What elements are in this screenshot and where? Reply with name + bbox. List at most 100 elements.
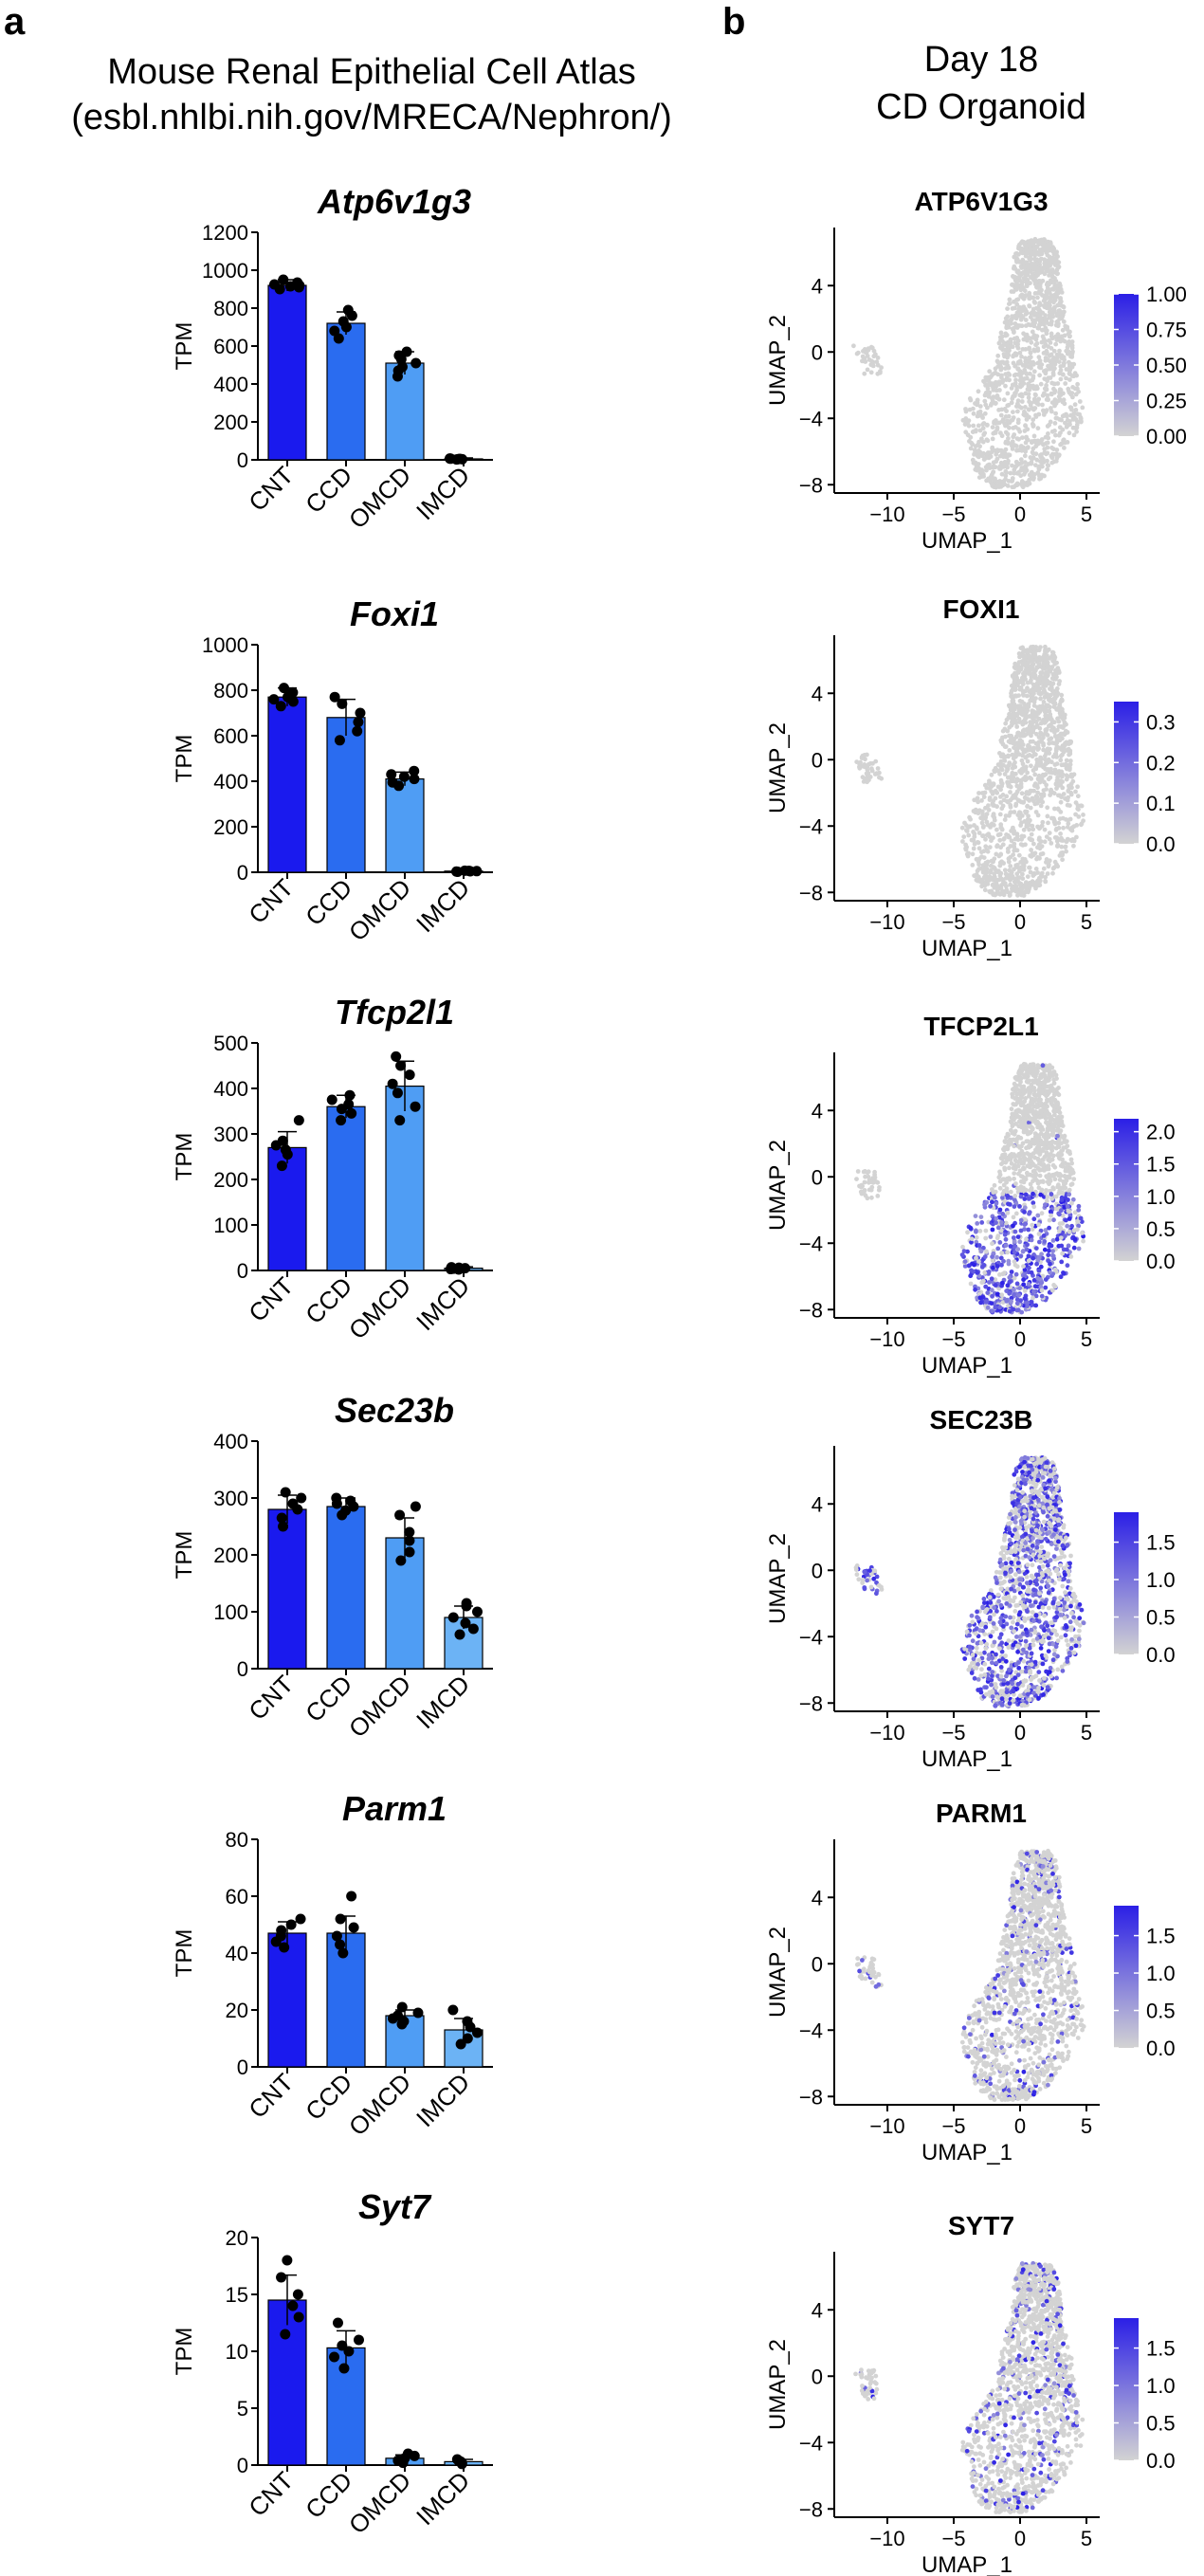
umap-cell xyxy=(1012,330,1016,335)
category-label: CNT xyxy=(243,1670,299,1726)
umap-cell xyxy=(999,334,1005,339)
umap-cell xyxy=(1031,347,1036,353)
y-tick-label: 100 xyxy=(213,1214,248,1237)
umap-cell xyxy=(1057,337,1062,341)
umap-cell xyxy=(1048,263,1052,268)
umap-cell xyxy=(1018,1228,1024,1233)
umap-cell xyxy=(963,407,968,411)
umap-cell xyxy=(1023,1088,1028,1094)
umap-cell xyxy=(968,446,974,451)
umap-cell xyxy=(1019,675,1025,681)
y-tick-label: 200 xyxy=(213,411,248,434)
umap-cell xyxy=(1031,450,1036,456)
umap-cell xyxy=(993,1283,998,1288)
bar-omcd xyxy=(385,362,425,461)
data-point xyxy=(342,304,354,316)
umap-cell xyxy=(989,449,994,455)
umap-title: TFCP2L1 xyxy=(923,1012,1038,1041)
umap-cell xyxy=(1017,810,1023,815)
umap-cell xyxy=(1043,1285,1049,1290)
umap-cell xyxy=(1037,301,1042,306)
umap-cell xyxy=(1011,382,1015,388)
umap-cell xyxy=(869,766,874,772)
umap-cell xyxy=(1002,460,1008,465)
umap-cell xyxy=(1038,670,1044,676)
umap-cell xyxy=(1057,793,1063,798)
umap-cell xyxy=(963,846,968,851)
umap-cell xyxy=(1003,871,1009,877)
umap-cell xyxy=(1012,1081,1017,1087)
umap-cell xyxy=(1027,753,1032,758)
umap-cell xyxy=(1057,707,1062,713)
umap-cell xyxy=(1078,416,1084,421)
umap-cell xyxy=(1072,402,1078,408)
umap-cell xyxy=(1020,871,1025,877)
umap-cell xyxy=(1050,1098,1056,1103)
data-point xyxy=(276,1925,287,1936)
umap-cell xyxy=(1020,753,1025,758)
umap-cell xyxy=(1012,393,1017,398)
y-tick-label: 0 xyxy=(237,2454,248,2477)
umap-cell xyxy=(1064,375,1068,381)
umap-cell xyxy=(1006,850,1011,854)
umap-cell xyxy=(1021,671,1026,676)
umap-cell xyxy=(1037,282,1043,287)
data-point xyxy=(447,2004,459,2016)
umap-cell xyxy=(990,382,995,387)
umap-cell xyxy=(1017,882,1023,886)
umap-cell xyxy=(1042,721,1048,725)
umap-cell xyxy=(1010,720,1014,725)
umap-cell xyxy=(1031,1088,1037,1094)
umap-cell xyxy=(1014,256,1020,262)
umap-cell xyxy=(1042,1247,1048,1252)
umap-cell xyxy=(992,871,997,877)
umap-cell xyxy=(1008,1141,1013,1146)
y-tick-label: 400 xyxy=(213,1430,248,1453)
umap-cell xyxy=(1040,402,1045,408)
umap-cell xyxy=(1040,680,1046,685)
umap-cell xyxy=(1031,1255,1036,1261)
umap-cell xyxy=(990,1241,994,1247)
umap-cell xyxy=(975,826,979,831)
umap-cell xyxy=(1031,318,1035,323)
data-point xyxy=(268,694,280,705)
umap-cell xyxy=(1012,274,1017,280)
umap-cell xyxy=(1031,827,1036,832)
umap-cell xyxy=(1034,340,1040,346)
umap-cell xyxy=(1018,1217,1024,1223)
umap-cell xyxy=(1023,423,1028,429)
umap-cell xyxy=(1021,304,1027,309)
category-label: IMCD xyxy=(410,2068,475,2132)
umap-cell xyxy=(964,828,970,833)
umap-cell xyxy=(869,358,874,364)
data-point xyxy=(450,866,462,877)
umap-cell xyxy=(1073,812,1078,817)
umap-cell xyxy=(1031,703,1037,708)
umap-cell xyxy=(1034,800,1040,806)
umap-cell xyxy=(1027,472,1032,478)
umap-cell xyxy=(1026,1197,1031,1201)
umap-cell xyxy=(994,1215,999,1221)
umap-cell xyxy=(1048,1261,1052,1267)
umap-cell xyxy=(1045,813,1050,819)
umap-cell xyxy=(1046,776,1051,782)
umap-cell xyxy=(1016,1114,1022,1120)
umap-cell xyxy=(1013,748,1019,754)
umap-cell xyxy=(1011,775,1016,780)
umap-cell xyxy=(1042,271,1048,277)
umap-cell xyxy=(879,365,884,371)
umap-cell xyxy=(1049,1196,1055,1201)
data-point xyxy=(446,1262,457,1273)
umap-cell xyxy=(865,764,870,770)
umap-cell xyxy=(1008,854,1013,860)
umap-cell xyxy=(1054,826,1059,831)
umap-cell xyxy=(1031,1288,1036,1294)
umap-cell xyxy=(991,388,996,393)
umap-cell xyxy=(1043,1191,1049,1196)
umap-cell xyxy=(1013,251,1018,256)
umap-cell xyxy=(1040,334,1046,339)
y-tick-label: 0 xyxy=(237,2055,248,2079)
umap-cell xyxy=(976,799,980,805)
umap-cell xyxy=(1010,417,1015,423)
umap-cell xyxy=(1044,1166,1049,1172)
